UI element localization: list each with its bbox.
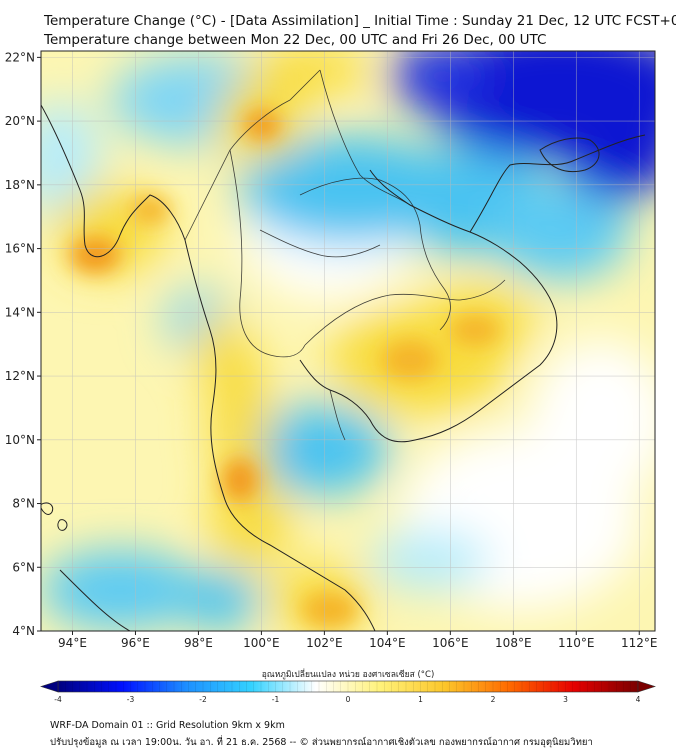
lon-tick-label: 98°E (184, 636, 213, 650)
lon-tick-label: 108°E (495, 636, 532, 650)
lat-tick-label: 12°N (5, 369, 35, 383)
map-title-line2: Temperature change between Mon 22 Dec, 0… (44, 32, 547, 48)
colorbar-tick-label: 2 (491, 695, 496, 704)
lon-tick-label: 112°E (621, 636, 658, 650)
footer-credits: ปรับปรุงข้อมูล ณ เวลา 19:00น. วัน อา. ที… (50, 737, 593, 748)
coastlines (41, 104, 646, 631)
lat-tick-label: 18°N (5, 178, 35, 192)
lon-tick-label: 96°E (121, 636, 150, 650)
lon-tick-label: 104°E (369, 636, 406, 650)
lat-tick-label: 14°N (5, 305, 35, 319)
colorbar-tick-label: -2 (199, 695, 207, 704)
coastline-china (469, 134, 646, 233)
lat-tick-label: 10°N (5, 433, 35, 447)
lat-tick-label: 8°N (12, 497, 35, 511)
lat-tick-label: 22°N (5, 50, 35, 64)
temperature-field (41, 51, 655, 631)
island-hainan (539, 137, 600, 173)
colorbar-tick-label: -3 (127, 695, 135, 704)
colorbar-tick-label: -4 (54, 695, 62, 704)
country-borders (184, 69, 506, 441)
lat-tick-label: 4°N (12, 624, 35, 638)
colorbar-tick-label: -1 (272, 695, 280, 704)
lat-tick-label: 6°N (12, 560, 35, 574)
lon-tick-label: 102°E (306, 636, 343, 650)
plot-frame (40, 50, 656, 632)
axis-ticks: 94°E 96°E 98°E 100°E 102°E 104°E 106°E 108°E 110… (5, 50, 658, 650)
coastline-gulf (299, 169, 558, 443)
map-title-line1: Temperature Change (°C) - [Data Assimila… (44, 13, 676, 29)
lon-tick-label: 100°E (243, 636, 280, 650)
lon-tick-label: 106°E (432, 636, 469, 650)
colorbar-label: อุณหภูมิเปลี่ยนแปลง หน่วย องศาเซลเซียส (… (262, 668, 435, 680)
colorbar-max-extend (637, 680, 656, 693)
coastline-west (41, 104, 376, 631)
lat-tick-label: 16°N (5, 242, 35, 256)
gridlines (41, 51, 655, 631)
colorbar-tick-label: 0 (346, 695, 351, 704)
colorbar: -4 -3 -2 -1 0 1 2 3 4 (40, 680, 656, 704)
island-nicobar (41, 502, 68, 531)
footer-model-info: WRF-DA Domain 01 :: Grid Resolution 9km … (50, 720, 285, 731)
lon-tick-label: 110°E (558, 636, 595, 650)
temperature-change-map: 94°E 96°E 98°E 100°E 102°E 104°E 106°E 108°E 110… (5, 50, 658, 704)
lat-tick-label: 20°N (5, 114, 35, 128)
colorbar-min-extend (40, 680, 59, 693)
colorbar-tick-label: 3 (563, 695, 568, 704)
lon-tick-label: 94°E (58, 636, 87, 650)
coastline-sumatra (59, 569, 131, 631)
colorbar-tick-label: 1 (418, 695, 423, 704)
colorbar-tick-label: 4 (636, 695, 641, 704)
